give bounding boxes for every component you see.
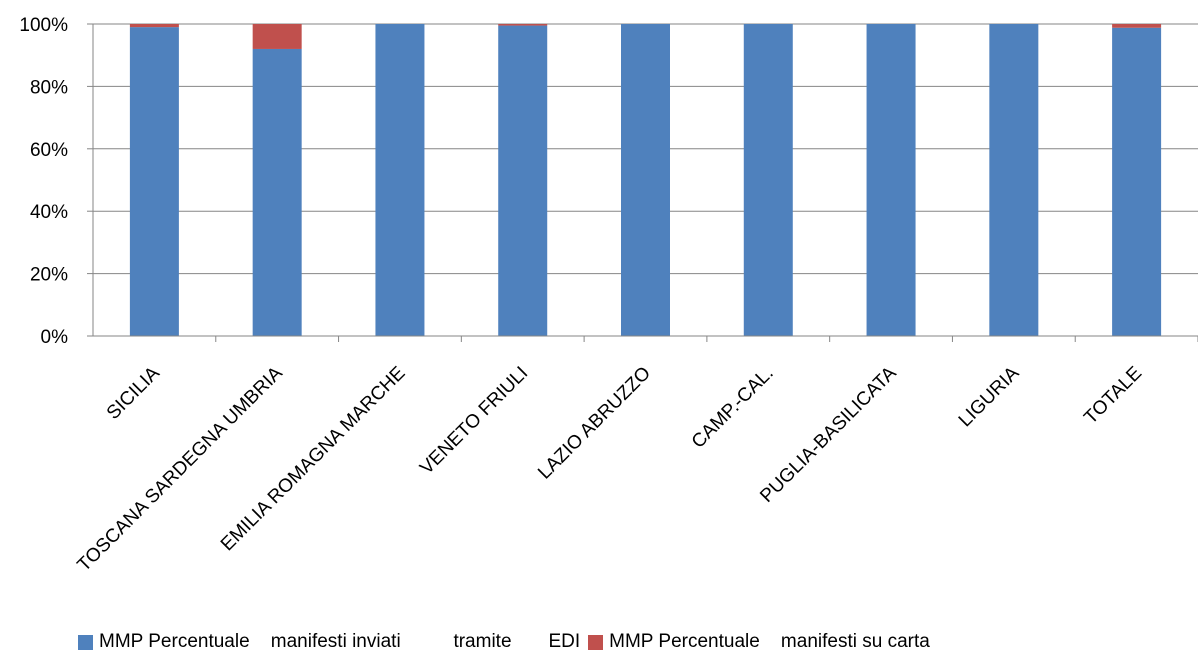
y-tick-label: 80% (30, 77, 68, 98)
legend-label-edi: MMP Percentuale manifesti inviati tramit… (99, 631, 581, 652)
bar-segment-edi (989, 24, 1039, 336)
bar-segment-carta (1112, 24, 1162, 28)
bar-segment-edi (498, 25, 548, 337)
x-tick-label: LIGURIA (955, 362, 1024, 431)
x-tick-label: TOSCANA SARDEGNA UMBRIA (74, 362, 287, 575)
bar-segment-edi (621, 24, 670, 336)
y-tick-labels: 0% 20% 40% 60% 80% 100% (19, 15, 68, 348)
legend: MMP Percentuale manifesti inviati tramit… (78, 627, 938, 657)
bar-segment-edi (129, 27, 179, 337)
x-tick-label: TOTALE (1080, 363, 1146, 429)
x-tick-label: LAZIO ABRUZZO (534, 363, 655, 484)
x-tick-label: SICILIA (103, 362, 164, 423)
bars (129, 24, 1162, 337)
bar-segment-edi (866, 24, 916, 336)
bar-segment-edi (252, 48, 302, 337)
bar-segment-edi (1112, 27, 1162, 337)
legend-label-carta: MMP Percentuale manifesti su carta (609, 631, 930, 652)
bar-segment-carta (498, 24, 548, 26)
x-tick-label: PUGLIA-BASILICATA (756, 362, 900, 506)
legend-item-carta: MMP Percentuale manifesti su carta (588, 631, 930, 653)
y-tick-label: 100% (19, 15, 68, 36)
bar-segment-carta (129, 24, 179, 28)
y-tick-label: 0% (41, 327, 69, 348)
x-tick-label: CAMP.-CAL. (688, 363, 778, 453)
legend-swatch-edi (78, 634, 93, 650)
bar-segment-carta (252, 24, 302, 49)
y-tick-label: 20% (30, 265, 68, 286)
x-tick-label: VENETO FRIULI (416, 363, 532, 479)
bar-segment-edi (743, 24, 793, 336)
y-tick-label: 40% (30, 202, 68, 223)
y-tick-label: 60% (30, 140, 68, 161)
legend-item-edi: MMP Percentuale manifesti inviati tramit… (78, 631, 580, 653)
legend-swatch-carta (588, 634, 604, 650)
bar-segment-edi (375, 24, 425, 336)
axes (87, 23, 1198, 342)
